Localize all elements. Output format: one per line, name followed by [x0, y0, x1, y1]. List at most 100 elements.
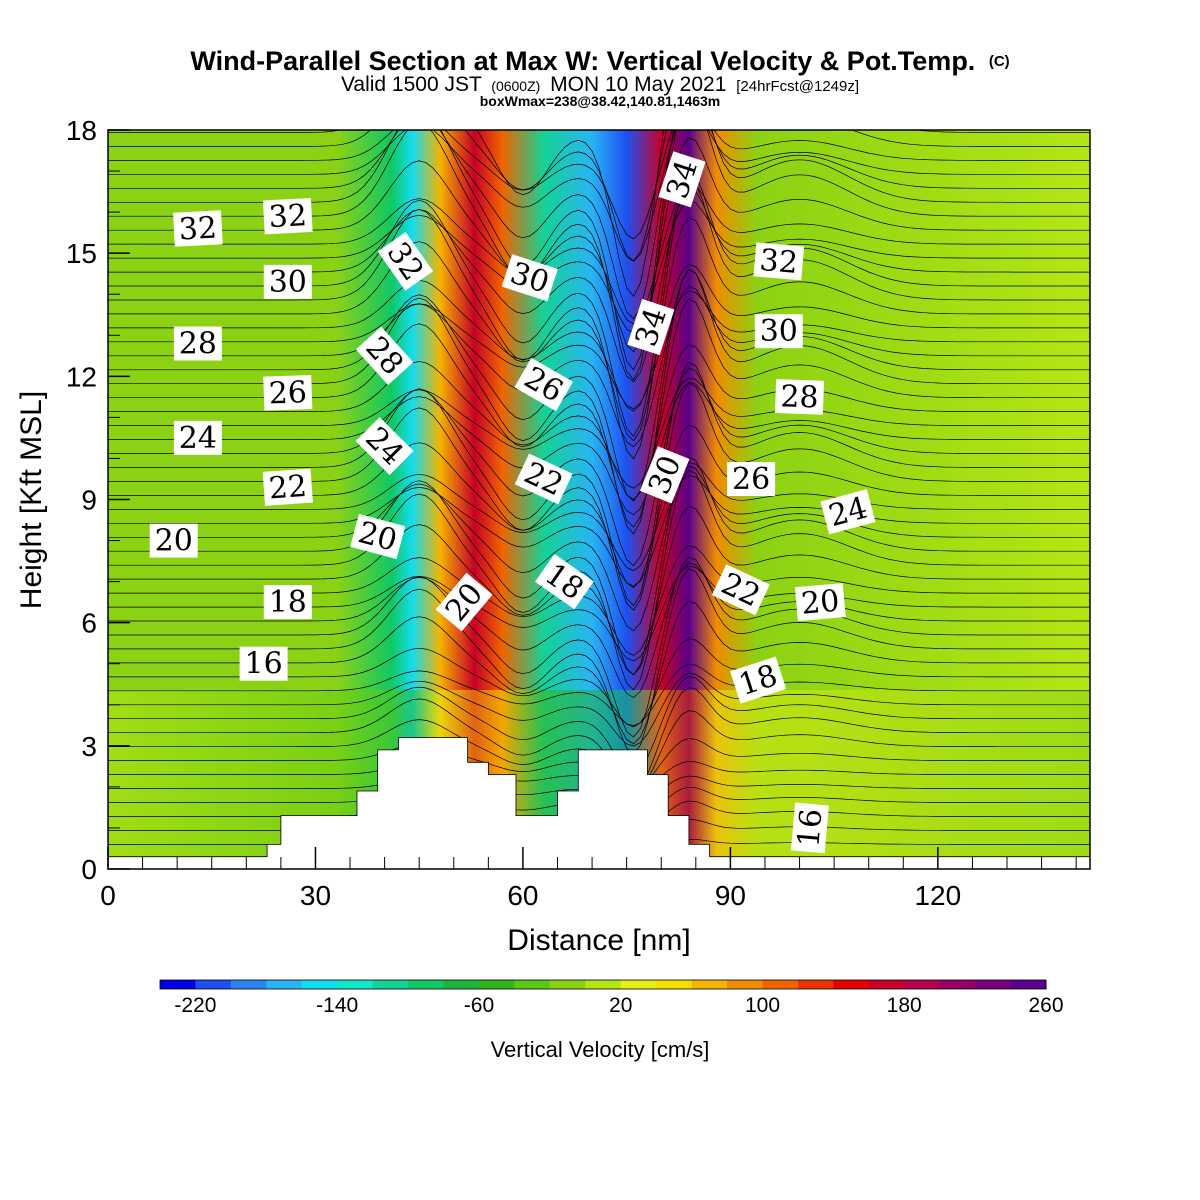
- contour-label-box: [262, 197, 313, 235]
- colorbar-swatch: [160, 980, 196, 989]
- colorbar-swatch: [691, 980, 728, 989]
- isentrope-line: [108, 462, 1090, 572]
- contour-label-box: [754, 314, 803, 349]
- colorbar-tick-label: -140: [316, 994, 358, 1017]
- colorbar-swatch: [514, 980, 551, 989]
- colorbar-swatch: [230, 980, 267, 989]
- contour-label-box: [355, 326, 414, 386]
- colorbar-swatch: [585, 980, 622, 989]
- y-tick-label: 18: [66, 115, 97, 146]
- contour-label-text: 16: [791, 807, 829, 848]
- y-axis: 0 3 6 9 12 15 18: [66, 115, 130, 885]
- y-tick-label: 6: [81, 608, 97, 639]
- isentrope-line: [108, 687, 1090, 793]
- contour-label: 26: [727, 462, 776, 497]
- colorbar-swatch: [904, 980, 941, 989]
- contour-label-box: [377, 231, 434, 291]
- contour-label-text: 30: [760, 314, 798, 349]
- colorbar-tick-label: 20: [609, 994, 632, 1017]
- contour-label-box: [639, 446, 690, 504]
- y-tick-label: 3: [81, 731, 97, 762]
- contour-label-text: 20: [800, 584, 841, 622]
- contour-label: 30: [754, 314, 803, 349]
- colorbar-swatch: [868, 980, 905, 989]
- isentrope-line: [108, 130, 1090, 262]
- subtitle-date: MON 10 May 2021: [550, 73, 726, 96]
- colorbar-swatch: [797, 980, 834, 989]
- contour-label-box: [355, 417, 414, 476]
- colorbar-ticks: -220 -140 -60 20 100 180 260: [174, 994, 1063, 1017]
- colorbar: [159, 979, 1047, 990]
- contour-label-box: [794, 583, 846, 622]
- contour-label-box: [820, 489, 876, 535]
- contour-label-text: 30: [269, 265, 307, 300]
- contour-label-box: [435, 572, 493, 632]
- contour-label-text: 28: [780, 379, 819, 415]
- contour-label-box: [727, 462, 776, 496]
- contour-label: 22: [514, 453, 573, 505]
- colorbar-frame: [159, 979, 1047, 990]
- colorbar-swatch: [195, 980, 232, 989]
- x-tick-label: 120: [914, 880, 961, 911]
- contour-label-text: 20: [155, 524, 193, 559]
- isentrope-line: [108, 130, 1090, 240]
- isentrope-line: [108, 361, 1090, 607]
- isentrope-line: [108, 130, 1090, 320]
- colorbar-tick-label: 260: [1028, 994, 1063, 1017]
- contour-label: 30: [263, 264, 312, 300]
- isentrope-line: [108, 456, 1090, 676]
- colorbar-swatch: [266, 980, 303, 989]
- contour-label-box: [173, 326, 222, 361]
- isentrope-line: [108, 663, 1090, 727]
- isentrope-line: [108, 130, 1090, 298]
- contour-label-box: [774, 379, 825, 415]
- contour-label-text: 22: [268, 469, 309, 507]
- contour-label-text: 18: [269, 585, 307, 620]
- colorbar-swatch: [372, 980, 409, 989]
- contour-label-text: 32: [178, 211, 218, 248]
- colorbar-swatch: [620, 980, 657, 989]
- contour-label: 28: [173, 326, 222, 362]
- colorbar-tick-label: 180: [887, 994, 922, 1017]
- contour-label-box: [711, 564, 770, 616]
- colorbar-tick-label: 100: [745, 994, 780, 1017]
- isentrope-line: [108, 672, 1090, 747]
- colorbar-swatch: [1010, 980, 1047, 989]
- contour-label-text: 24: [179, 421, 217, 456]
- y-tick-label: 0: [81, 854, 97, 885]
- isentrope-line: [108, 269, 1090, 502]
- contour-label-box: [173, 420, 222, 455]
- isentrope-line: [108, 676, 1090, 775]
- contour-label-box: [173, 210, 223, 247]
- contour-label: 28: [774, 379, 825, 416]
- colorbar-swatch: [833, 980, 870, 989]
- contour-label: 16: [239, 646, 288, 682]
- contour-label: 34: [658, 151, 706, 208]
- contour-label: 24: [173, 420, 222, 456]
- contour-label: 26: [263, 374, 313, 411]
- terrain: [108, 737, 1090, 869]
- isentrope-line: [108, 377, 1090, 489]
- contour-label-box: [534, 553, 594, 610]
- contour-label-text: 28: [179, 327, 217, 362]
- isentrope-line: [108, 178, 1090, 460]
- contour-label-box: [514, 453, 573, 505]
- colorbar-swatch: [549, 980, 586, 989]
- colorbar-label: Vertical Velocity [cm/s]: [491, 1037, 710, 1062]
- colorbar-swatch: [975, 980, 1012, 989]
- y-tick-label: 9: [81, 485, 97, 516]
- contour-label-box: [263, 585, 312, 620]
- colorbar-tick-label: -220: [174, 994, 216, 1017]
- x-axis-label: Distance [nm]: [507, 924, 690, 957]
- colorbar-swatch: [443, 980, 480, 989]
- contour-label: 32: [173, 210, 223, 247]
- plot-area: 32 32302826242220181632282420203026221834…: [108, 130, 1090, 869]
- x-axis: 0 30 60 90 120: [100, 847, 1077, 911]
- contour-label: 30: [639, 446, 690, 504]
- isentrope-line: [108, 264, 1090, 412]
- contour-label-box: [501, 254, 558, 302]
- colorbar-swatch: [656, 980, 693, 989]
- chart-title-mark: (C): [989, 53, 1010, 70]
- contour-label: 22: [262, 468, 313, 507]
